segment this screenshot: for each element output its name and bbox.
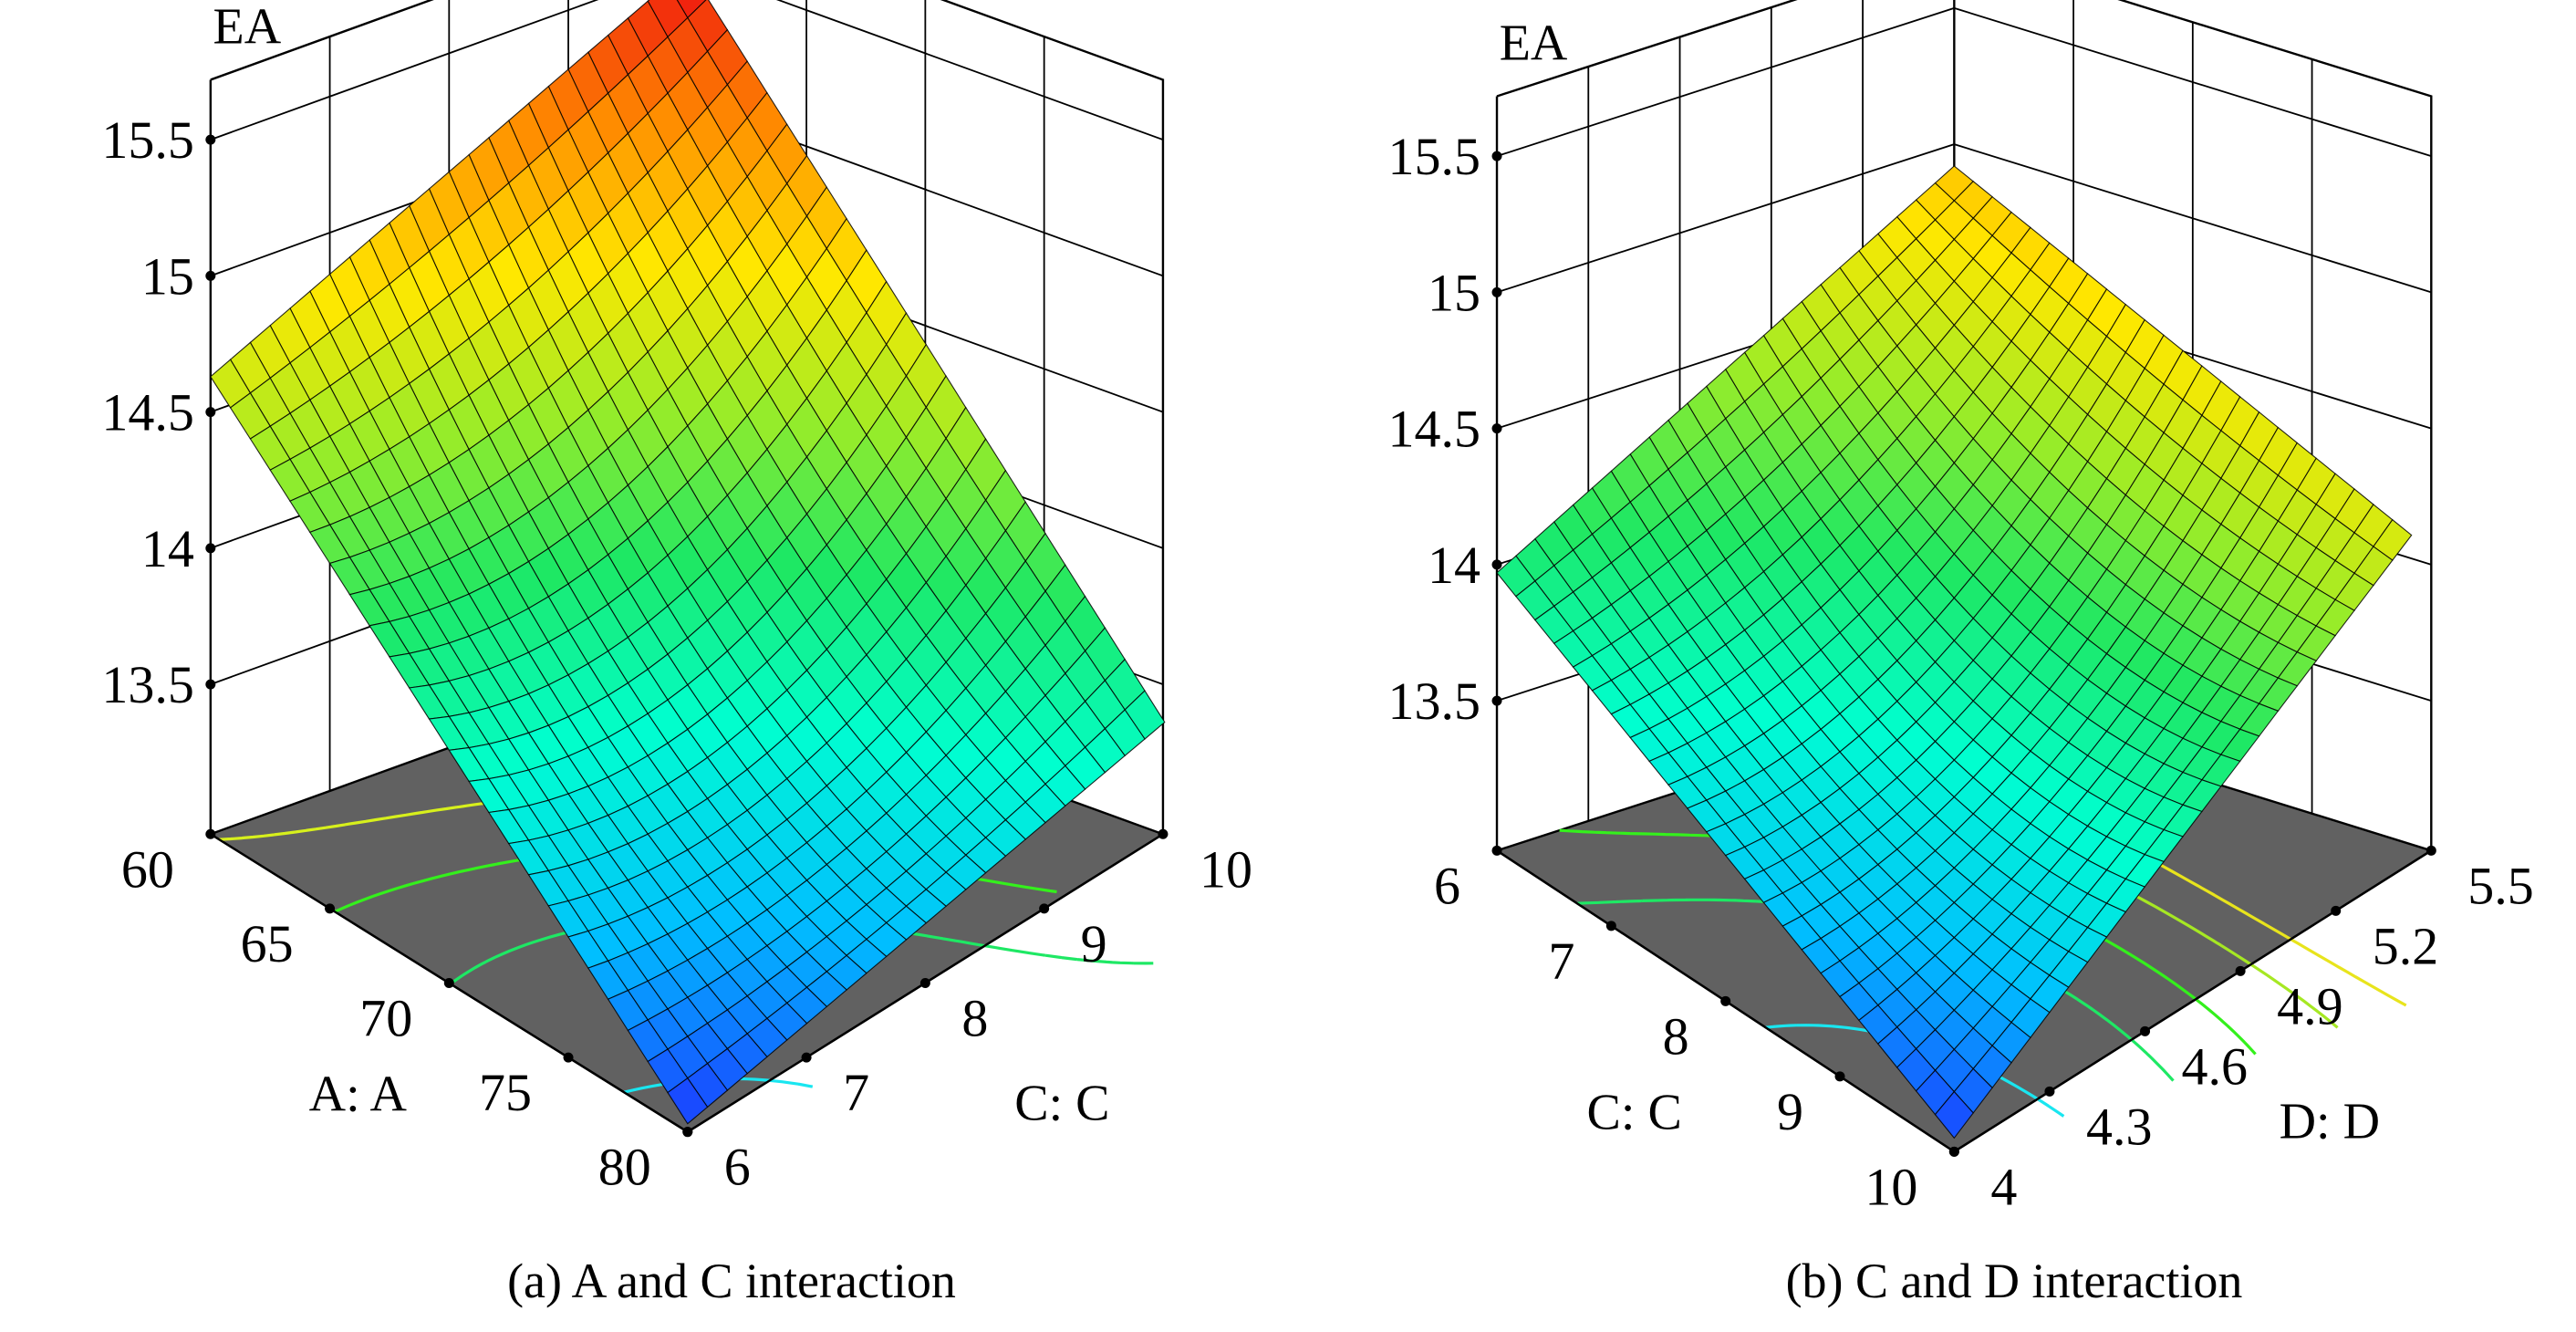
y-tick-mark [919,977,930,988]
x-tick-label: 6 [1434,856,1460,915]
y-tick-mark [1948,1146,1959,1157]
z-tick-label: 14.5 [1388,400,1481,459]
y-tick-mark [801,1052,812,1063]
y-tick-label: 4.9 [2277,976,2343,1035]
y-tick-label: 4 [1990,1157,2017,1216]
x-tick-mark [563,1052,574,1063]
x-tick-label: 9 [1777,1082,1803,1141]
z-tick-mark [205,679,216,690]
y-axis-title: D: D [2280,1093,2380,1150]
wall-grid-line [1496,143,2432,294]
x-tick-mark [1720,995,1731,1006]
z-tick-mark [205,407,216,418]
y-tick-label: 9 [1081,914,1107,973]
x-tick-label: 8 [1663,1006,1689,1066]
y-tick-label: 8 [961,988,988,1047]
caption-a: (a) A and C interaction [507,1254,956,1308]
y-tick-mark [1158,828,1169,839]
y-axis-title: C: C [1014,1075,1109,1131]
z-tick-mark [1491,559,1502,570]
x-tick-mark [1605,921,1616,931]
z-tick-mark [1491,423,1502,434]
z-tick-label: 15.5 [1388,127,1481,186]
z-tick-label: 14 [141,519,194,578]
z-tick-label: 15 [141,246,194,306]
y-tick-label: 6 [724,1138,751,1197]
x-tick-label: 65 [241,914,294,973]
y-tick-label: 5.2 [2373,916,2439,975]
z-tick-label: 14.5 [101,383,194,442]
x-tick-label: 60 [121,839,174,899]
y-tick-label: 5.5 [2467,856,2534,915]
x-tick-mark [205,828,216,839]
back-wall-outline [210,0,1165,835]
axes-a: 60 65 70 75 80 6 7 8 9 10 13.5 14 14.5 15 15.5 EA A: A C:… [101,0,1252,1197]
y-tick-mark [2235,965,2246,976]
y-tick-mark [1039,903,1050,914]
z-tick-mark [205,543,216,554]
y-tick-label: 4.3 [2086,1097,2153,1156]
y-axis-line [1953,849,2432,1153]
z-tick-label: 13.5 [101,655,194,714]
z-tick-label: 13.5 [1388,671,1481,731]
z-tick-label: 14 [1428,536,1480,595]
y-tick-mark [2425,845,2436,856]
y-tick-mark [2140,1025,2151,1036]
y-tick-label: 7 [843,1063,869,1122]
surface-plot-b: 6 7 8 9 10 4 4.3 4.6 4.9 5.2 5.5 13.5 14 14.5 15 15.5 EA… [1388,0,2534,1216]
axes-b: 6 7 8 9 10 4 4.3 4.6 4.9 5.2 5.5 13.5 14 14.5 15 15.5 EA… [1388,15,2534,1216]
wall-grid-line [210,0,1164,140]
x-tick-label: 70 [359,988,412,1047]
x-axis-title: A: A [309,1066,408,1122]
z-tick-label: 15.5 [101,110,194,170]
surface-b [1496,165,2413,1139]
x-tick-mark [1491,845,1502,856]
x-tick-mark [325,903,336,914]
y-tick-label: 4.6 [2182,1036,2249,1096]
surface-a [210,0,1166,1125]
z-tick-mark [205,134,216,145]
wall-grid-line [1496,6,2432,158]
z-tick-mark [1491,151,1502,161]
x-tick-label: 7 [1548,931,1574,991]
y-tick-mark [682,1127,693,1138]
z-tick-mark [1491,286,1502,297]
y-tick-mark [2331,905,2342,916]
z-tick-mark [205,270,216,281]
x-tick-label: 10 [1864,1157,1917,1216]
y-tick-mark [2044,1086,2055,1097]
caption-b: (b) C and D interaction [1786,1254,2243,1308]
surface-cell [667,1077,709,1125]
x-axis-title: C: C [1587,1084,1682,1140]
x-tick-mark [443,977,454,988]
y-tick-label: 10 [1200,839,1252,899]
surface-cell [1934,1090,1974,1139]
x-tick-mark [1834,1071,1845,1082]
x-tick-label: 75 [479,1063,532,1122]
z-axis-title: EA [1500,15,1568,71]
z-tick-label: 15 [1428,263,1480,322]
surface-plot-a: 60 65 70 75 80 6 7 8 9 10 13.5 14 14.5 15 15.5 EA A: A C:… [101,0,1252,1197]
x-tick-label: 80 [598,1138,651,1197]
z-tick-mark [1491,695,1502,706]
z-axis-title: EA [213,0,281,55]
